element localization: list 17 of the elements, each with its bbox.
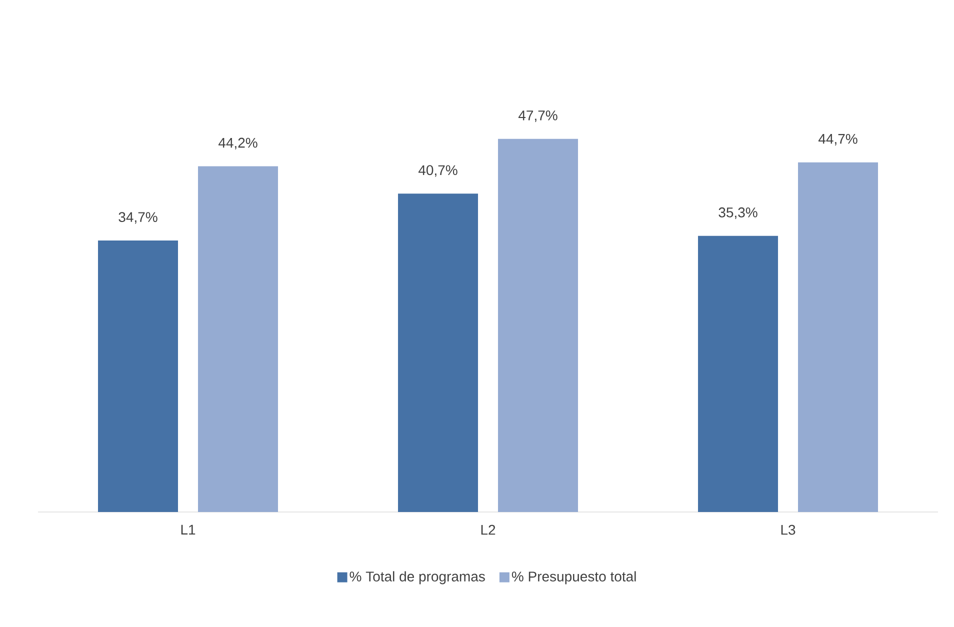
bar xyxy=(498,138,578,512)
data-label: 44,2% xyxy=(218,138,258,150)
bar xyxy=(398,194,478,512)
data-label: 40,7% xyxy=(418,165,458,177)
bar xyxy=(798,162,878,512)
x-tick-label: L3 xyxy=(781,524,796,535)
bar xyxy=(198,166,278,512)
data-label: 35,3% xyxy=(718,207,758,219)
legend-label: % Total de programas xyxy=(350,571,485,584)
data-label: 47,7% xyxy=(518,110,558,122)
x-tick-label: L2 xyxy=(481,524,496,535)
bar xyxy=(98,240,178,512)
data-label: 34,7% xyxy=(118,212,158,224)
bar xyxy=(698,236,778,512)
x-tick-label: L1 xyxy=(181,524,196,534)
data-label: 44,7% xyxy=(818,134,858,146)
legend-label: % Presupuesto total xyxy=(512,571,636,584)
